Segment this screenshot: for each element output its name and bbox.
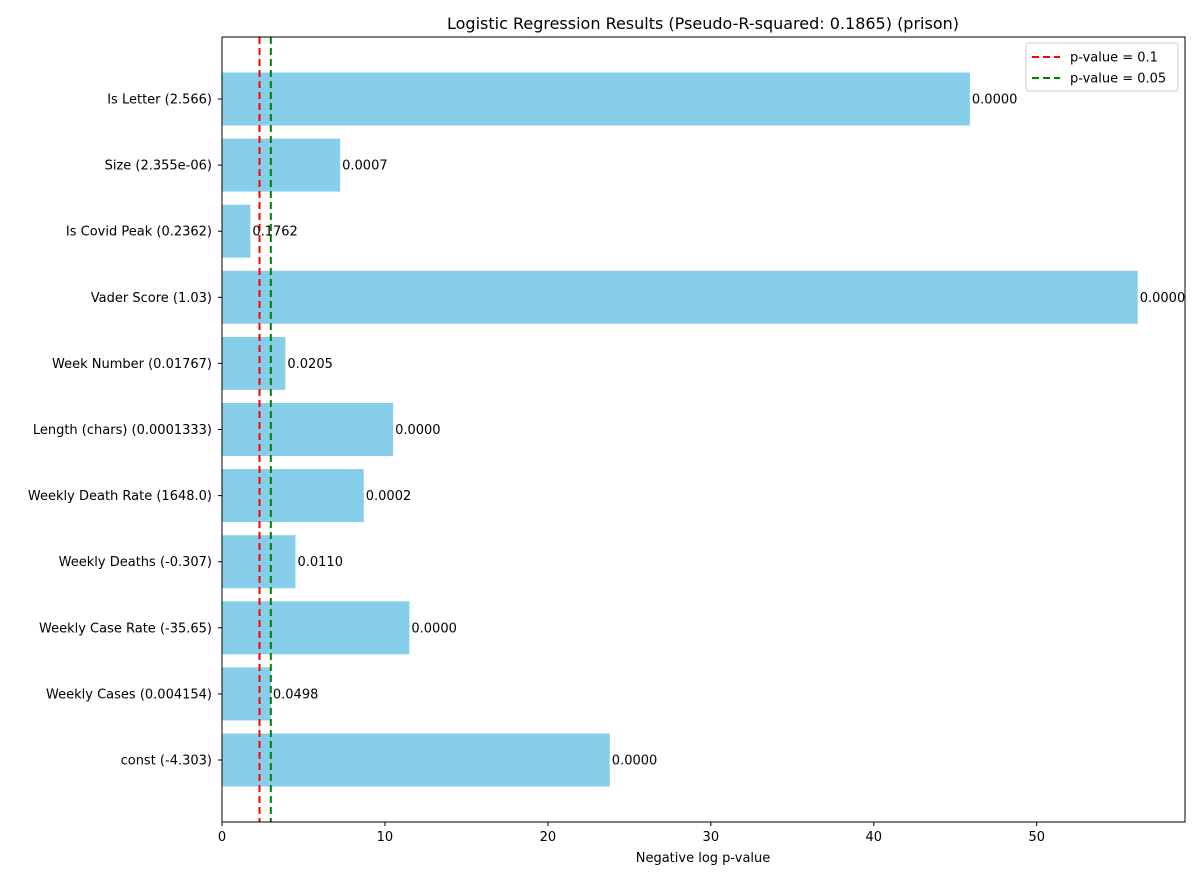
y-tick-label: Size (2.355e-06) <box>105 159 212 174</box>
y-tick-label: Weekly Death Rate (1648.0) <box>28 489 212 504</box>
legend-label: p-value = 0.1 <box>1070 51 1158 66</box>
bar-value-label: 0.0000 <box>1140 291 1186 306</box>
bar <box>222 601 410 655</box>
y-tick-label: Is Covid Peak (0.2362) <box>66 225 212 240</box>
bar <box>222 270 1138 324</box>
legend-label: p-value = 0.05 <box>1070 72 1166 87</box>
bar-value-label: 0.0000 <box>612 754 658 769</box>
bar <box>222 336 286 390</box>
bar <box>222 72 970 126</box>
bar-value-label: 0.0000 <box>395 423 441 438</box>
x-tick-label: 20 <box>540 830 557 845</box>
bar <box>222 403 394 456</box>
y-tick-label: Week Number (0.01767) <box>52 357 212 372</box>
legend: p-value = 0.1 p-value = 0.05 <box>1025 42 1179 92</box>
x-tick-label: 30 <box>703 830 720 845</box>
y-tick-label: Is Letter (2.566) <box>107 93 212 108</box>
x-tick-label: 50 <box>1028 830 1045 845</box>
y-tick-label: Length (chars) (0.0001333) <box>33 423 212 438</box>
y-tick-label: Weekly Cases (0.004154) <box>46 687 212 702</box>
bar-value-label: 0.0002 <box>366 489 412 504</box>
y-tick-label: Vader Score (1.03) <box>91 291 212 306</box>
bar-value-label: 0.0498 <box>273 687 319 702</box>
bar <box>222 667 271 721</box>
x-tick-label: 0 <box>218 830 226 845</box>
bar-value-label: 0.0205 <box>287 357 333 372</box>
y-tick-label: const (-4.303) <box>121 754 212 769</box>
x-tick-label: 10 <box>377 830 394 845</box>
y-tick-label: Weekly Deaths (-0.307) <box>59 555 212 570</box>
legend-frame <box>1025 42 1179 92</box>
bar-value-label: 0.0000 <box>972 93 1018 108</box>
x-axis-label: Negative log p-value <box>636 851 771 866</box>
bar <box>222 469 364 523</box>
x-tick-label: 40 <box>866 830 883 845</box>
chart-title: Logistic Regression Results (Pseudo-R-sq… <box>447 14 959 33</box>
bar <box>222 733 610 787</box>
y-tick-label: Weekly Case Rate (-35.65) <box>39 621 212 636</box>
bar-value-label: 0.0000 <box>411 621 457 636</box>
bar-value-label: 0.0110 <box>297 555 343 570</box>
bar-value-label: 0.1762 <box>252 225 298 240</box>
bar-value-label: 0.0007 <box>342 159 388 174</box>
bar <box>222 138 341 192</box>
bar <box>222 204 251 258</box>
